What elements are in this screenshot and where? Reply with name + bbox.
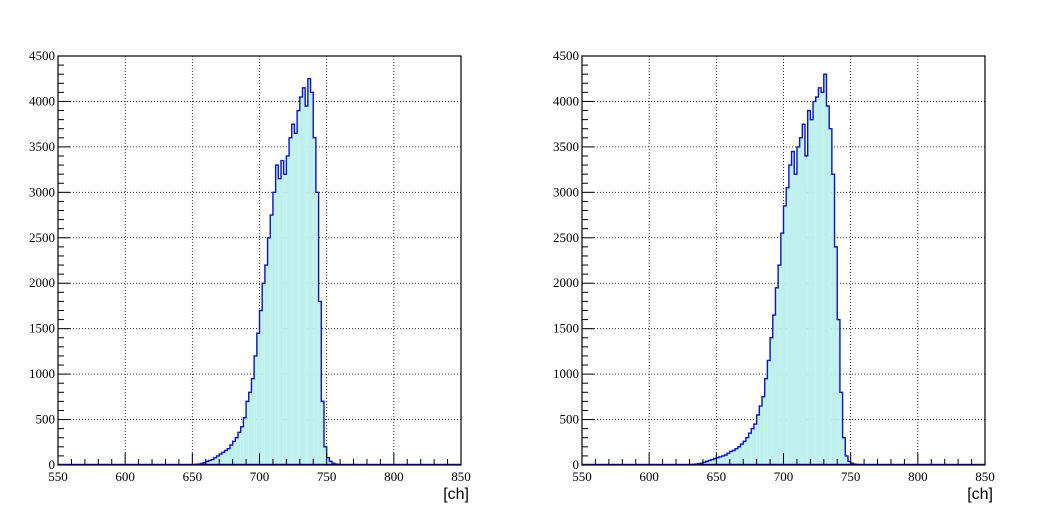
y-axis: 0 500 1000 1500 2000 2500 3000 3500 4000 4500: [553, 48, 594, 472]
x-tick-label: 600: [639, 469, 659, 484]
histogram-bar: [273, 192, 276, 465]
histogram-bar: [762, 397, 765, 465]
histogram-bar: [281, 161, 284, 465]
histogram-bar: [278, 179, 281, 465]
x-tick-label: 800: [384, 469, 404, 484]
histogram-bar: [802, 124, 805, 465]
histogram-bar: [778, 265, 781, 465]
histogram-bar: [289, 138, 292, 465]
histogram-bar: [792, 151, 795, 465]
y-tick-label: 1000: [553, 366, 579, 381]
x-axis-label: [ch]: [967, 486, 993, 503]
histogram-bar: [297, 111, 300, 465]
y-tick-label: 3000: [553, 184, 579, 199]
histogram-bar: [786, 188, 789, 465]
y-tick-label: 3500: [29, 139, 55, 154]
y-tick-label: 3000: [29, 184, 55, 199]
histogram-bar: [797, 147, 800, 465]
y-tick-label: 2000: [29, 275, 55, 290]
histogram-bar: [829, 129, 832, 465]
histogram-bar: [308, 79, 311, 465]
x-tick-label: 700: [774, 469, 794, 484]
histogram-bar: [302, 88, 305, 465]
histogram-bar: [818, 88, 821, 465]
histogram-bar: [813, 101, 816, 465]
histogram-bar: [249, 392, 252, 465]
y-tick-label: 0: [49, 457, 56, 472]
histogram-bar: [784, 206, 787, 465]
histogram-bar: [789, 165, 792, 465]
histogram-bar: [292, 124, 295, 465]
y-tick-label: 4500: [29, 48, 55, 63]
y-tick-label: 500: [560, 412, 580, 427]
x-tick-label: 850: [975, 469, 995, 484]
histogram-bar: [794, 174, 797, 465]
histogram-bar: [810, 120, 813, 465]
histogram-bar: [754, 424, 757, 465]
y-tick-label: 1500: [553, 321, 579, 336]
histogram-bar: [311, 92, 314, 465]
histogram-bar: [816, 97, 819, 465]
x-tick-label: 650: [707, 469, 727, 484]
y-tick-label: 3500: [553, 139, 579, 154]
histogram-bar: [294, 133, 297, 465]
histogram-bar: [826, 106, 829, 465]
y-tick-label: 1000: [29, 366, 55, 381]
y-tick-label: 4000: [29, 93, 55, 108]
x-tick-label: 800: [908, 469, 928, 484]
y-tick-label: 2000: [553, 275, 579, 290]
histogram-bar: [286, 156, 289, 465]
x-tick-label: 750: [317, 469, 337, 484]
y-tick-label: 4000: [553, 93, 579, 108]
histogram-bar: [270, 215, 273, 465]
histogram-bar: [268, 238, 271, 465]
histogram-bar: [738, 447, 741, 465]
histogram-bar: [781, 233, 784, 465]
histogram-bar: [284, 174, 287, 465]
histogram-bar: [276, 165, 279, 465]
histogram-bar: [805, 156, 808, 465]
x-tick-label: 650: [183, 469, 203, 484]
histogram-bar: [751, 429, 754, 465]
y-tick-label: 0: [573, 457, 580, 472]
x-tick-label: 850: [451, 469, 471, 484]
histogram-bar: [821, 92, 824, 465]
x-tick-label: 700: [250, 469, 270, 484]
histogram-bar: [305, 106, 308, 465]
histogram-bar: [808, 111, 811, 465]
y-tick-label: 500: [36, 412, 56, 427]
y-tick-label: 2500: [553, 230, 579, 245]
x-tick-label: 600: [115, 469, 135, 484]
bars: [689, 74, 861, 465]
histogram-bar: [800, 138, 803, 465]
y-axis: 0 500 1000 1500 2000 2500 3000 3500 4000 4500: [29, 48, 70, 472]
histogram-bar: [300, 97, 303, 465]
y-tick-label: 2500: [29, 230, 55, 245]
bars: [192, 79, 342, 465]
histogram-bar: [265, 265, 268, 465]
y-tick-label: 1500: [29, 321, 55, 336]
histogram-bar: [824, 74, 827, 465]
x-axis-label: [ch]: [443, 486, 469, 503]
y-tick-label: 4500: [553, 48, 579, 63]
histogram-bar: [732, 450, 735, 465]
x-tick-label: 750: [841, 469, 861, 484]
